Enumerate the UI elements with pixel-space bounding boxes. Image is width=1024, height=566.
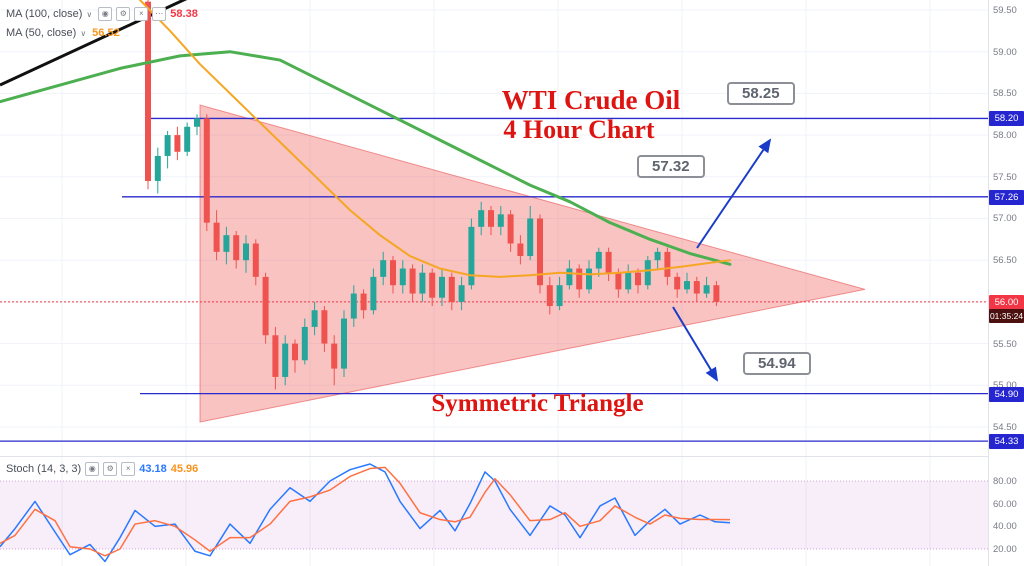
price-axis-tick: 59.50 bbox=[993, 5, 1017, 16]
current-price-tag: 56.00 bbox=[989, 294, 1024, 310]
price-axis-tick: 57.00 bbox=[993, 213, 1017, 225]
stoch-label: Stoch (14, 3, 3) bbox=[6, 463, 82, 475]
ma50-label: MA (50, close) bbox=[6, 27, 77, 39]
price-axis-tick: 58.00 bbox=[993, 130, 1017, 142]
chevron-down-icon[interactable]: ∨ bbox=[80, 28, 87, 38]
callout-support[interactable]: 54.94 bbox=[743, 352, 811, 375]
main-price-chart[interactable] bbox=[0, 0, 988, 457]
callout-resistance-lower[interactable]: 57.32 bbox=[637, 155, 705, 178]
candles-layer bbox=[145, 0, 720, 390]
ma100-value: 58.38 bbox=[170, 8, 198, 20]
chart-title-line2[interactable]: 4 Hour Chart bbox=[503, 115, 655, 144]
legend-ma100: MA (100, close) ∨ ◉ ⚙ × ⋯ 58.38 bbox=[6, 7, 198, 21]
gear-icon[interactable]: ⚙ bbox=[103, 462, 118, 476]
ma50-value: 56.52 bbox=[92, 27, 120, 39]
stoch-grid bbox=[61, 457, 931, 566]
stoch-band bbox=[0, 481, 988, 549]
price-axis-tick: 55.00 bbox=[993, 380, 1017, 392]
stoch-axis-tick: 40.00 bbox=[993, 521, 1017, 533]
close-icon[interactable]: × bbox=[134, 7, 149, 21]
stoch-axis-tick: 80.00 bbox=[993, 476, 1017, 487]
ma-line bbox=[0, 50, 732, 266]
price-axis-tick: 54.50 bbox=[993, 421, 1017, 433]
chevron-down-icon[interactable]: ∨ bbox=[86, 9, 93, 19]
ma100-label: MA (100, close) bbox=[6, 8, 83, 20]
gear-icon[interactable]: ⚙ bbox=[116, 7, 131, 21]
chart-title-line1[interactable]: WTI Crude Oil bbox=[501, 85, 681, 115]
more-icon[interactable]: ⋯ bbox=[152, 7, 167, 21]
direction-arrow[interactable] bbox=[672, 306, 719, 382]
direction-arrow[interactable] bbox=[696, 138, 772, 249]
stoch-series-line bbox=[0, 463, 731, 563]
stoch-k-value: 43.18 bbox=[139, 463, 167, 475]
price-axis-tick: 55.50 bbox=[993, 338, 1017, 350]
price-level-tag: 57.26 bbox=[989, 189, 1024, 205]
stoch-series-line bbox=[0, 466, 731, 557]
bar-countdown-tag: 01:35:24 bbox=[989, 308, 1024, 323]
price-axis-tick: 58.50 bbox=[993, 88, 1017, 100]
eye-icon[interactable]: ◉ bbox=[85, 462, 100, 476]
panel-divider[interactable] bbox=[0, 456, 988, 457]
stoch-axis-tick: 60.00 bbox=[993, 498, 1017, 510]
stochastic-panel-chart[interactable] bbox=[0, 457, 988, 566]
close-icon[interactable]: × bbox=[121, 462, 136, 476]
legend-stoch: Stoch (14, 3, 3) ◉ ⚙ × 43.18 45.96 bbox=[6, 462, 198, 476]
price-axis-tick: 57.50 bbox=[993, 171, 1017, 183]
price-axis-tick: 56.50 bbox=[993, 255, 1017, 267]
price-level-tag: 54.90 bbox=[989, 386, 1024, 402]
price-level-tag: 54.33 bbox=[989, 434, 1024, 450]
price-axis[interactable]: 59.50 59.00 58.50 58.00 57.50 57.00 56.50 56.00… bbox=[988, 0, 1024, 566]
pattern-label[interactable]: Symmetric Triangle bbox=[431, 390, 644, 417]
callout-resistance-upper[interactable]: 58.25 bbox=[727, 82, 795, 105]
price-axis-tick: 59.00 bbox=[993, 46, 1017, 58]
stoch-d-value: 45.96 bbox=[170, 463, 199, 475]
stoch-axis-tick: 20.00 bbox=[993, 544, 1017, 555]
price-level-tag: 58.20 bbox=[989, 111, 1024, 127]
ma-line bbox=[139, 0, 731, 278]
eye-icon[interactable]: ◉ bbox=[98, 7, 113, 21]
legend-ma50: MA (50, close) ∨ 56.52 bbox=[6, 27, 120, 39]
